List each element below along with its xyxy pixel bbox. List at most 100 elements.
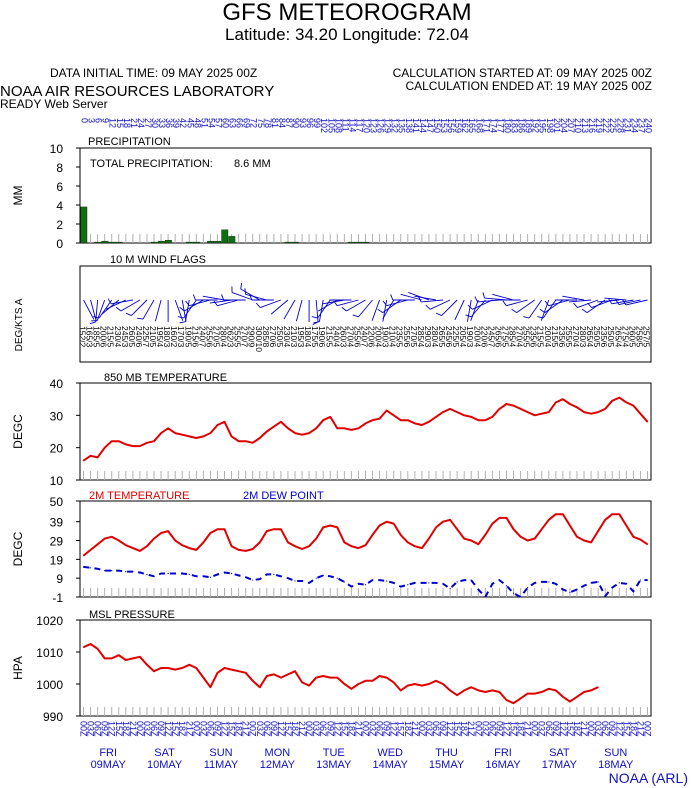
utc-hour-label: 21Z [523, 721, 533, 737]
temp850-line-point [202, 435, 204, 437]
forecast-hour-label: 18 [122, 118, 132, 128]
precip-title: PRECIPITATION [88, 136, 171, 148]
temp2m-line-point [576, 536, 578, 538]
temp850-line-point [273, 426, 275, 428]
wind-value-label: 215/6 [190, 326, 200, 348]
pressure-line-point [280, 677, 282, 679]
temp850-line-point [505, 403, 508, 405]
utc-hour-label: 06Z [205, 721, 215, 737]
wind-barb [183, 299, 197, 319]
dewpoint-line-point [576, 588, 578, 591]
temp2m-line-point [407, 541, 409, 544]
wind-barb [382, 299, 395, 320]
precip-bar [214, 240, 222, 244]
dewpoint-line-point [428, 582, 430, 584]
utc-hour-label: 18Z [628, 721, 638, 737]
wind-value-label: 245/6 [444, 326, 454, 348]
calculation-started: CALCULATION STARTED AT: 09 MAY 2025 00Z [392, 66, 652, 80]
wind-barb-flag [539, 308, 546, 313]
wind-barb [472, 299, 493, 310]
day-of-week-label: SUN [604, 747, 627, 759]
utc-hour-label: 21Z [466, 721, 476, 737]
forecast-hour-label: 165 [467, 118, 477, 133]
wind-barb [477, 299, 500, 303]
temp850-line-point [527, 411, 529, 413]
forecast-hour-label: 69 [242, 118, 252, 128]
temp2m-line-point [590, 541, 592, 544]
wind-barb [625, 299, 648, 306]
forecast-hour-label: 183 [510, 118, 520, 133]
temp850-line-point [625, 401, 627, 403]
temp2m-ytick-label: -1 [52, 591, 63, 605]
utc-hour-label: 21Z [353, 721, 363, 737]
wind-value-label: 230/4 [113, 326, 123, 348]
wind-value-label: 290/9 [247, 326, 257, 348]
dewpoint-line-point [463, 579, 465, 581]
wind-value-label: 235/6 [529, 326, 539, 348]
pressure-line-point [125, 659, 127, 661]
temp2m-line-point [167, 530, 169, 532]
utc-hour-label: 15Z [509, 721, 519, 737]
utc-hour-label: 15Z [396, 721, 406, 737]
temp2m-line-point [470, 539, 472, 542]
day-date-label: 15MAY [429, 759, 465, 771]
temp850-line-point [562, 398, 564, 400]
wind-barb-flag [93, 316, 100, 319]
dewpoint-line-point [223, 571, 226, 574]
temp850-line-point [414, 422, 416, 425]
utc-hour-label: 00Z [191, 721, 201, 737]
temp850-line-point [442, 411, 444, 413]
temp850-line-point [400, 419, 402, 421]
temp850-title: 850 MB TEMPERATURE [104, 372, 227, 384]
temp850-line-point [632, 405, 634, 407]
temp2m-line-point [541, 528, 543, 530]
temp850-line-point [470, 416, 472, 418]
temp850-line-point [534, 414, 536, 416]
temp2m-line-point [301, 548, 303, 550]
wind-barb [548, 299, 571, 307]
temp2m-line-point [273, 528, 275, 530]
wind-barb-flag [467, 304, 473, 310]
utc-hour-label: 21Z [184, 721, 194, 737]
utc-hour-label: 03Z [424, 721, 434, 737]
utc-hour-label: 09Z [156, 721, 166, 737]
utc-hour-label: 06Z [544, 721, 554, 737]
dewpoint-line-point [548, 581, 550, 583]
dewpoint-line-point [421, 582, 423, 584]
wind-value-label: 250/5 [275, 326, 285, 348]
wind-barb [260, 299, 282, 308]
forecast-hour-label: 39 [171, 118, 181, 128]
forecast-hour-label: 180 [502, 118, 512, 133]
pressure-ytick-label: 1020 [36, 614, 63, 628]
utc-hour-label: 00Z [642, 721, 652, 737]
pressure-line-point [174, 669, 176, 671]
wind-barb [528, 299, 543, 319]
temp850-ytick-label: 30 [50, 409, 64, 423]
temp850-line-point [639, 413, 642, 415]
wind-barb [245, 293, 267, 301]
utc-hour-label: 06Z [431, 721, 441, 737]
temp850-line-point [350, 429, 353, 431]
day-date-label: 12MAY [260, 759, 296, 771]
forecast-hour-label: 51 [199, 118, 209, 128]
temp2m-line-point [111, 536, 113, 538]
pressure-ylabel: HPA [11, 656, 25, 680]
utc-hour-label: 21Z [128, 721, 138, 737]
lab-name: NOAA AIR RESOURCES LABORATORY [0, 83, 275, 100]
temp850-line-point [604, 408, 606, 410]
wind-value-label: 240/7 [360, 326, 370, 348]
wind-value-label: 190/5 [183, 326, 193, 348]
wind-barb [295, 299, 303, 322]
utc-hour-label: 06Z [318, 721, 328, 737]
data-initial-time: DATA INITIAL TIME: 09 MAY 2025 00Z [50, 66, 258, 80]
temp850-line-point [111, 440, 113, 442]
precip-ytick-label: 6 [56, 180, 63, 194]
wind-barb-flag [474, 296, 478, 303]
wind-barb-flag [573, 302, 578, 308]
wind-barb [202, 295, 225, 301]
temp2m-line-point [442, 521, 444, 523]
wind-barb-flag [465, 314, 472, 318]
temp850-line-point [555, 401, 557, 403]
wind-barb-flag [179, 306, 185, 312]
wind-value-label: 285/8 [261, 326, 271, 348]
